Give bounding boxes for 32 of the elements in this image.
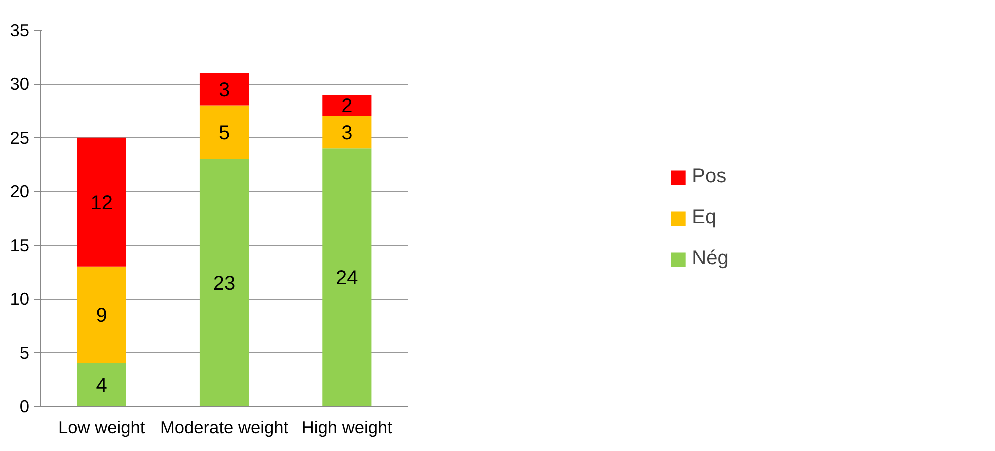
data-label: 23 <box>213 272 236 295</box>
data-label: 3 <box>342 122 353 145</box>
x-tick-label: High weight <box>302 418 393 438</box>
data-label: 12 <box>90 192 113 214</box>
bar <box>200 106 250 160</box>
legend-label: Eq <box>692 206 717 230</box>
data-label: 9 <box>96 305 108 328</box>
y-tick-label: 25 <box>10 128 30 148</box>
y-tick-label: 0 <box>20 396 30 416</box>
bar <box>322 116 372 149</box>
bar <box>77 138 126 267</box>
legend-label: Nég <box>692 248 729 270</box>
data-label: 5 <box>218 122 230 145</box>
bar <box>322 94 372 116</box>
bar <box>77 364 126 406</box>
y-tick-label: 15 <box>10 235 30 256</box>
x-tick-label: Low weight <box>58 418 146 438</box>
x-tick-label: Moderate weight <box>160 418 289 438</box>
data-label: 3 <box>218 80 230 102</box>
y-tick-label: 10 <box>10 289 30 310</box>
data-label: 24 <box>336 268 358 290</box>
y-tick-label: 30 <box>10 74 30 94</box>
bar <box>200 73 250 106</box>
legend-label: Pos <box>692 166 727 188</box>
y-tick-label: 20 <box>10 182 30 202</box>
bar <box>77 266 126 364</box>
data-label: 4 <box>96 375 108 398</box>
y-tick-label: 35 <box>10 20 30 40</box>
data-label: 2 <box>342 96 353 118</box>
bar <box>322 148 372 406</box>
bar <box>200 159 250 406</box>
y-tick-label: 5 <box>20 342 30 363</box>
